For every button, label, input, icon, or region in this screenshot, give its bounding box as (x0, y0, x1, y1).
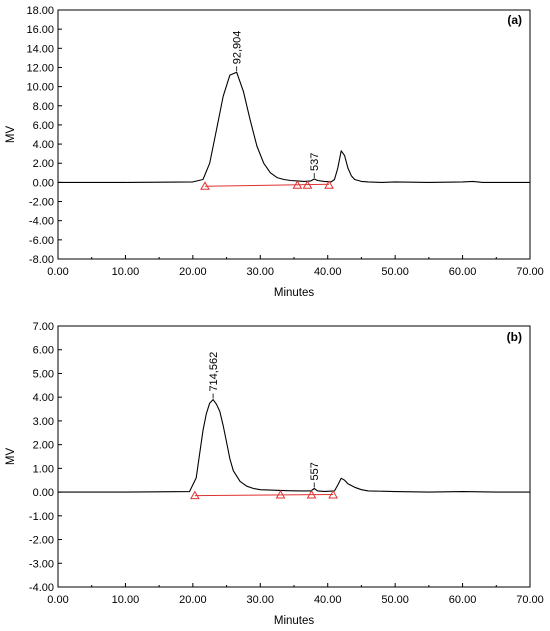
peak-boundary-marker (306, 489, 317, 499)
y-tick-label: 18.00 (26, 5, 54, 17)
x-tick-label: 40.00 (314, 594, 342, 606)
x-tick-label: 50.00 (381, 594, 409, 606)
chart-panel-a: 0.00 10.00 20.00 30.00 40.00 50.00 60.00 70.00 1… (5, 5, 544, 299)
y-tick-label: 16.00 (26, 24, 54, 36)
integration-baseline (204, 183, 330, 187)
x-tick-label: 30.00 (247, 266, 275, 278)
y-tick-label: 6.00 (33, 345, 54, 357)
y-tick-label: 7.00 (33, 321, 54, 333)
peak-area-label: 714,562 (208, 352, 220, 392)
peak-area-label: 557 (309, 462, 321, 480)
x-tick-label: 10.00 (112, 266, 140, 278)
y-tick-label: -2.00 (29, 197, 54, 209)
y-tick-label: -8.00 (29, 254, 54, 266)
peak-area-label: 537 (309, 153, 321, 171)
y-tick-label: -1.00 (29, 511, 54, 523)
peak-boundary-marker (275, 489, 286, 499)
y-tick-label: 14.00 (26, 43, 54, 55)
x-axis-title: Minutes (274, 615, 315, 627)
y-tick-label: 0.00 (33, 487, 54, 499)
x-tick-label: 0.00 (47, 594, 68, 606)
x-axis-title: Minutes (274, 287, 315, 299)
chart-panel-b: 0.00 10.00 20.00 30.00 40.00 50.00 60.00 70.00 7… (5, 321, 544, 627)
y-tick-label: 3.00 (33, 416, 54, 428)
x-tick-label: 30.00 (247, 594, 275, 606)
signal-trace (58, 71, 530, 183)
y-tick-label: 1.00 (33, 463, 54, 475)
y-tick-label: -4.00 (29, 216, 54, 228)
y-tick-label: 4.00 (33, 139, 54, 151)
x-tick-label: 20.00 (179, 266, 207, 278)
peak-boundary-marker (302, 180, 313, 189)
plot-frame (57, 9, 531, 260)
y-tick-label: 0.00 (33, 177, 54, 189)
x-tick-label: 70.00 (516, 266, 544, 278)
signal-trace (58, 399, 530, 493)
y-tick-label: 4.00 (33, 392, 54, 404)
y-tick-label: 8.00 (33, 101, 54, 113)
x-tick-label: 20.00 (179, 594, 207, 606)
plot-frame (57, 325, 531, 588)
x-tick-label: 10.00 (112, 594, 140, 606)
x-tick-label: 60.00 (449, 266, 477, 278)
x-tick-label: 70.00 (516, 594, 544, 606)
peak-boundary-marker (190, 490, 200, 500)
panel-label: (a) (507, 13, 522, 27)
x-tick-label: 0.00 (47, 266, 68, 278)
peak-boundary-marker (324, 180, 334, 189)
y-tick-label: -6.00 (29, 235, 54, 247)
y-tick-label: 10.00 (26, 82, 54, 94)
peak-boundary-marker (292, 180, 303, 189)
y-tick-label: -2.00 (29, 535, 54, 547)
y-tick-label: -4.00 (29, 582, 54, 594)
y-tick-label: 2.00 (33, 158, 54, 170)
y-axis-title: MV (5, 448, 17, 466)
peak-boundary-marker (200, 181, 210, 190)
peak-boundary-marker (328, 489, 338, 499)
x-tick-label: 40.00 (314, 266, 342, 278)
y-tick-label: 5.00 (33, 368, 54, 380)
x-tick-label: 60.00 (449, 594, 477, 606)
peak-area-label: 92,904 (232, 31, 244, 65)
y-axis-title: MV (5, 126, 17, 144)
y-tick-label: 6.00 (33, 120, 54, 132)
y-tick-label: 2.00 (33, 440, 54, 452)
y-tick-label: 12.00 (26, 62, 54, 74)
x-tick-label: 50.00 (381, 266, 409, 278)
panel-label: (b) (507, 330, 522, 344)
y-tick-label: -3.00 (29, 558, 54, 570)
integration-baseline (194, 493, 334, 497)
